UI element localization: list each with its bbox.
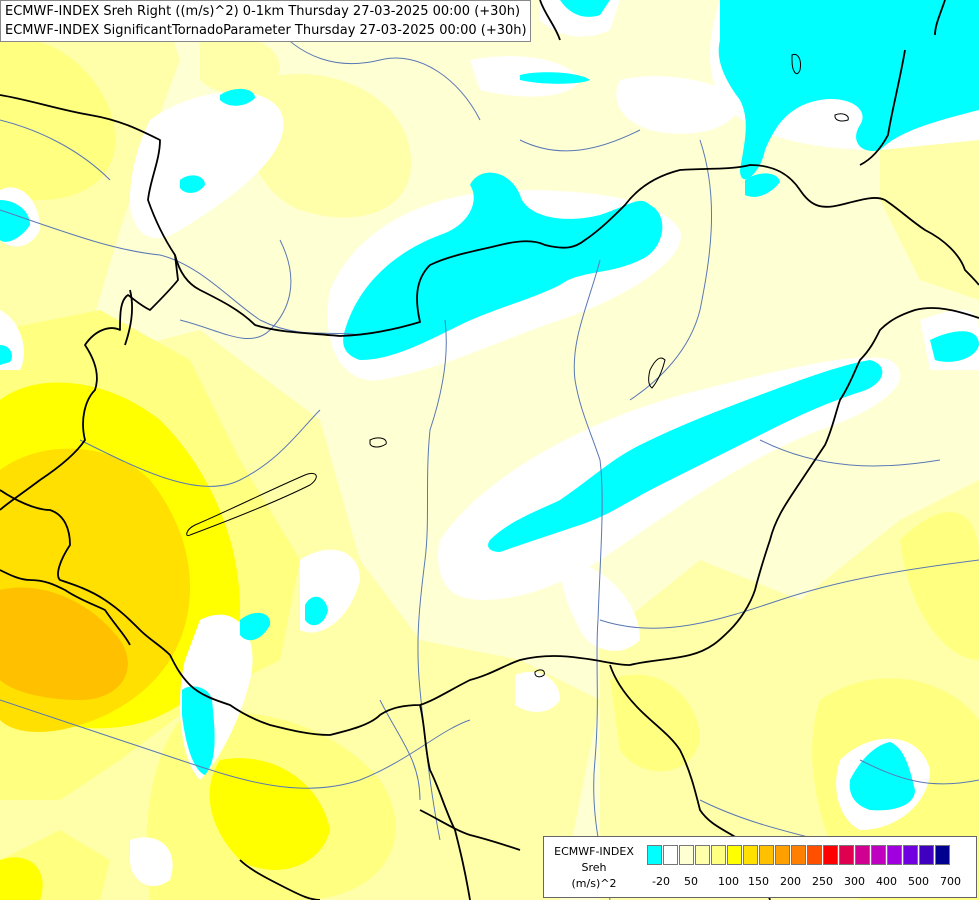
legend-tick-label: 400 [876, 875, 897, 888]
field-orange [0, 587, 128, 700]
legend-swatch [807, 845, 822, 865]
lakes [186, 53, 849, 678]
legend-swatch [775, 845, 790, 865]
legend: ECMWF-INDEX Sreh (m/s)^2 -20 50 100 150 200 2… [543, 836, 977, 898]
legend-tick-label: 700 [940, 875, 961, 888]
legend-swatch [727, 845, 742, 865]
legend-tick-label: 200 [780, 875, 801, 888]
legend-swatch [647, 845, 662, 865]
field-cyan [0, 0, 979, 811]
legend-tick-label: 300 [844, 875, 865, 888]
legend-swatch [823, 845, 838, 865]
legend-swatch [839, 845, 854, 865]
legend-swatch [695, 845, 710, 865]
header-line-1: ECMWF-INDEX Sreh Right ((m/s)^2) 0-1km T… [5, 4, 521, 19]
legend-swatch [663, 845, 678, 865]
legend-title-1: ECMWF-INDEX [554, 845, 634, 858]
legend-swatch [759, 845, 774, 865]
legend-tick-label: 50 [684, 875, 698, 888]
legend-tick-label: 250 [812, 875, 833, 888]
legend-swatch [855, 845, 870, 865]
legend-swatch [743, 845, 758, 865]
legend-tick-label: 100 [718, 875, 739, 888]
legend-swatch [711, 845, 726, 865]
map-header: ECMWF-INDEX Sreh Right ((m/s)^2) 0-1km T… [0, 0, 531, 42]
legend-colorbar [647, 845, 951, 865]
legend-swatch [871, 845, 886, 865]
legend-swatch [903, 845, 918, 865]
legend-swatch [887, 845, 902, 865]
legend-swatch [679, 845, 694, 865]
legend-tick-label: 500 [908, 875, 929, 888]
legend-tick-label: -20 [652, 875, 670, 888]
legend-swatch [791, 845, 806, 865]
legend-title-2: Sreh [581, 861, 607, 874]
header-line-2: ECMWF-INDEX SignificantTornadoParameter … [5, 23, 527, 38]
legend-swatch [919, 845, 934, 865]
legend-title-3: (m/s)^2 [571, 877, 617, 890]
legend-tick-label: 150 [748, 875, 769, 888]
legend-swatch [935, 845, 950, 865]
